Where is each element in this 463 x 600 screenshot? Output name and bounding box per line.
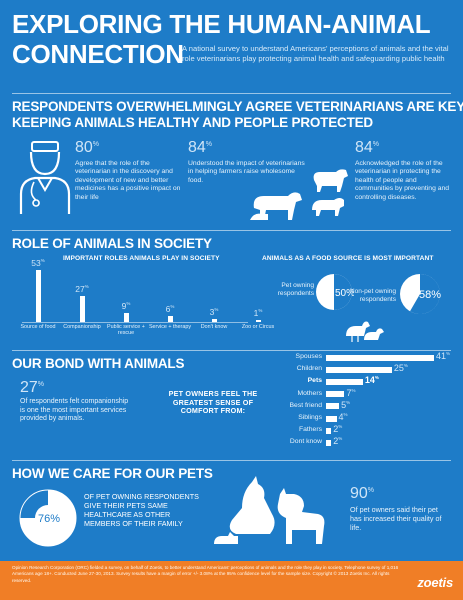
- role-bar: [79, 295, 85, 322]
- role-bar-label: Zoo or Circus: [241, 324, 275, 330]
- comfort-bar: [326, 439, 332, 446]
- comfort-bar-value: 2%: [333, 436, 343, 447]
- vet-stat-1-unit: %: [92, 141, 100, 148]
- role-bar-label: Public service + rescue: [107, 324, 145, 337]
- roles-subheading: IMPORTANT ROLES ANIMALS PLAY IN SOCIETY: [63, 255, 220, 262]
- role-bar-label: Companionship: [63, 324, 101, 330]
- roles-bar-chart: 53% Source of food 27% Companionship 9% Publi…: [14, 258, 274, 346]
- role-bar-label: Source of food: [20, 324, 56, 330]
- care-right-unit: %: [367, 487, 375, 494]
- comfort-bar-value: 5%: [341, 399, 351, 410]
- chicken-icon: [346, 321, 384, 342]
- bond-stat-unit: %: [37, 381, 45, 388]
- care-right-text: Of pet owners said their pet has increas…: [350, 505, 442, 532]
- role-bar-label: Don't know: [200, 324, 228, 330]
- divider: [12, 230, 451, 231]
- comfort-bar: [326, 378, 363, 385]
- food-pet-pie: 50%: [316, 274, 354, 310]
- roles-heading: ROLE OF ANIMALS IN SOCIETY: [12, 236, 212, 251]
- comfort-bar-value: 14%: [364, 375, 379, 386]
- role-bar: [35, 270, 41, 322]
- food-nonpet-pie: 58%: [400, 273, 441, 314]
- vet-stat-2-unit: %: [205, 141, 213, 148]
- food-pet-label: Pet owning respondents: [277, 282, 314, 297]
- bond-heading: OUR BOND WITH ANIMALS: [12, 356, 185, 371]
- comfort-bar: [326, 427, 332, 434]
- comfort-bar-label: Siblings: [298, 414, 322, 421]
- comfort-bar-label: Mothers: [297, 389, 322, 397]
- livestock-icon: [312, 169, 348, 216]
- bond-stat-value: 27: [20, 379, 38, 396]
- vets-heading-line2: KEEPING ANIMALS HEALTHY AND PEOPLE PROTE…: [12, 115, 373, 130]
- food-nonpet-label: Non-pet owning respondents: [349, 288, 396, 303]
- care-left-text: OF PET OWNING RESPONDENTS GIVE THEIR PET…: [84, 492, 199, 528]
- comfort-bar-value: 41%: [436, 351, 451, 361]
- vets-heading-line1: RESPONDENTS OVERWHELMINGLY AGREE VETERIN…: [12, 99, 463, 114]
- vet-stat-1-text: Agree that the role of the veterinarian …: [75, 160, 181, 201]
- role-bar: [123, 313, 129, 322]
- comfort-bar-value: 4%: [338, 412, 348, 422]
- comfort-bar-value: 2%: [333, 424, 343, 435]
- care-heading: HOW WE CARE FOR OUR PETS: [12, 466, 213, 481]
- comfort-bar: [326, 354, 434, 361]
- vet-stat-2-text: Understood the impact of veterinarians i…: [188, 160, 305, 184]
- comfort-bar-value: 7%: [346, 387, 356, 398]
- comfort-bar-label: Pets: [307, 377, 322, 385]
- care-right-value: 90: [350, 485, 368, 502]
- comfort-bar-value: 25%: [393, 363, 408, 374]
- roles-baseline: [22, 322, 248, 323]
- zoetis-logo: zoetis: [417, 575, 453, 590]
- vet-stat-3-text: Acknowledged the role of the veterinaria…: [355, 160, 450, 201]
- vet-stat-2-value: 84: [188, 139, 206, 156]
- page-title-line2: CONNECTION: [12, 39, 184, 69]
- role-bar-value: 9%: [121, 301, 131, 312]
- comfort-bar-label: Best friend: [289, 401, 323, 409]
- vet-stat-3-unit: %: [372, 141, 380, 148]
- comfort-bar: [326, 403, 340, 410]
- food-nonpet-value: 58%: [419, 289, 441, 301]
- divider: [12, 93, 451, 94]
- comfort-bar-label: Spouses: [295, 353, 322, 360]
- vet-stat-2: 84% Understood the impact of veterinaria…: [188, 140, 308, 185]
- footer: Opinion Research Corporation (ORC) field…: [0, 561, 463, 600]
- divider: [12, 350, 451, 351]
- comfort-bar: [326, 391, 345, 398]
- role-bar: [255, 320, 261, 322]
- comfort-bar-label: Fathers: [298, 426, 322, 434]
- veterinarian-icon: [19, 141, 71, 214]
- bond-stat-text: Of respondents felt companionship is one…: [20, 398, 129, 423]
- role-bar-label: Service + therapy: [148, 324, 192, 330]
- care-pie: 76%: [19, 489, 77, 547]
- intro-text: A national survey to understand American…: [182, 44, 449, 63]
- care-right-stat: 90% Of pet owners said their pet has inc…: [350, 485, 450, 533]
- role-bar: [211, 319, 217, 322]
- vet-stat-3-value: 84: [355, 139, 373, 156]
- vet-stat-1: 80% Agree that the role of the veterinar…: [75, 140, 183, 202]
- divider: [12, 460, 451, 461]
- care-left-value: 76%: [38, 513, 60, 525]
- comfort-bar-label: Dont know: [289, 438, 322, 446]
- comfort-bar: [326, 366, 392, 373]
- pets-icon: [214, 476, 325, 544]
- role-bar: [167, 316, 173, 322]
- vet-stat-1-value: 80: [75, 139, 93, 156]
- vet-stat-3: 84% Acknowledged the role of the veterin…: [355, 140, 455, 202]
- footer-text: Opinion Research Corporation (ORC) field…: [12, 565, 399, 583]
- food-subheading: ANIMALS AS A FOOD SOURCE IS MOST IMPORTA…: [262, 255, 434, 262]
- role-bar-value: 3%: [209, 307, 219, 318]
- cattle-icon: [250, 192, 302, 220]
- bond-stat: 27% Of respondents felt companionship is…: [20, 380, 130, 424]
- food-pet-value: 50%: [335, 288, 354, 299]
- comfort-bar-label: Children: [296, 365, 322, 373]
- role-bar-value: 27%: [75, 283, 89, 294]
- role-bar-value: 53%: [31, 258, 45, 268]
- comfort-bar-chart: Spouses 41% Children 25% Pets 14% Mothers 7% Bes…: [262, 350, 458, 454]
- role-bar-value: 6%: [165, 304, 175, 315]
- role-bar-value: 1%: [253, 308, 263, 318]
- comfort-bar: [326, 415, 337, 422]
- comfort-label: PET OWNERS FEEL THE GREATEST SENSE OF CO…: [168, 389, 258, 416]
- page-title-line1: EXPLORING THE HUMAN-ANIMAL: [12, 9, 431, 39]
